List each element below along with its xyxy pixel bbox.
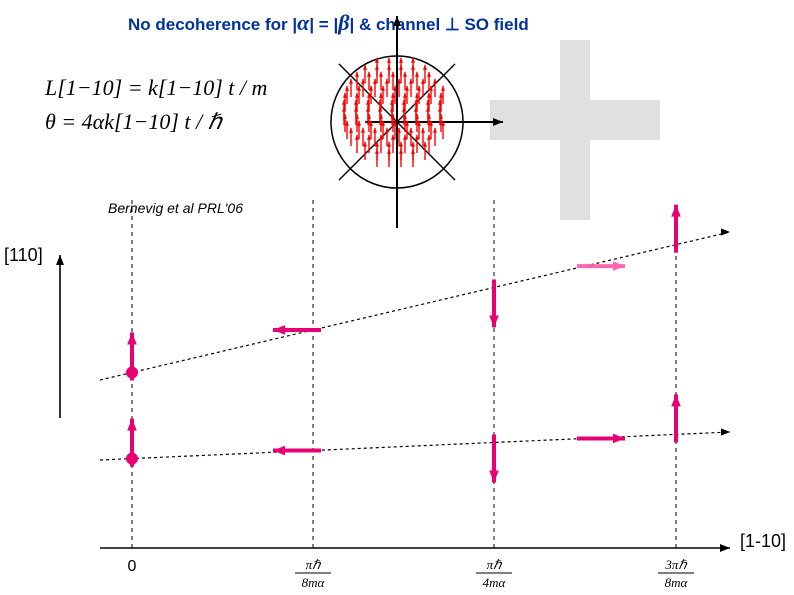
svg-text:πℏ: πℏ <box>306 557 323 572</box>
svg-text:8mα: 8mα <box>302 575 326 590</box>
svg-text:4mα: 4mα <box>483 575 507 590</box>
svg-text:3πℏ: 3πℏ <box>664 557 688 572</box>
svg-text:8mα: 8mα <box>665 575 689 590</box>
figure-svg: 0 πℏ 8mα πℏ 4mα 3πℏ 8mα <box>0 0 794 595</box>
svg-text:πℏ: πℏ <box>487 557 504 572</box>
svg-text:0: 0 <box>128 558 137 575</box>
